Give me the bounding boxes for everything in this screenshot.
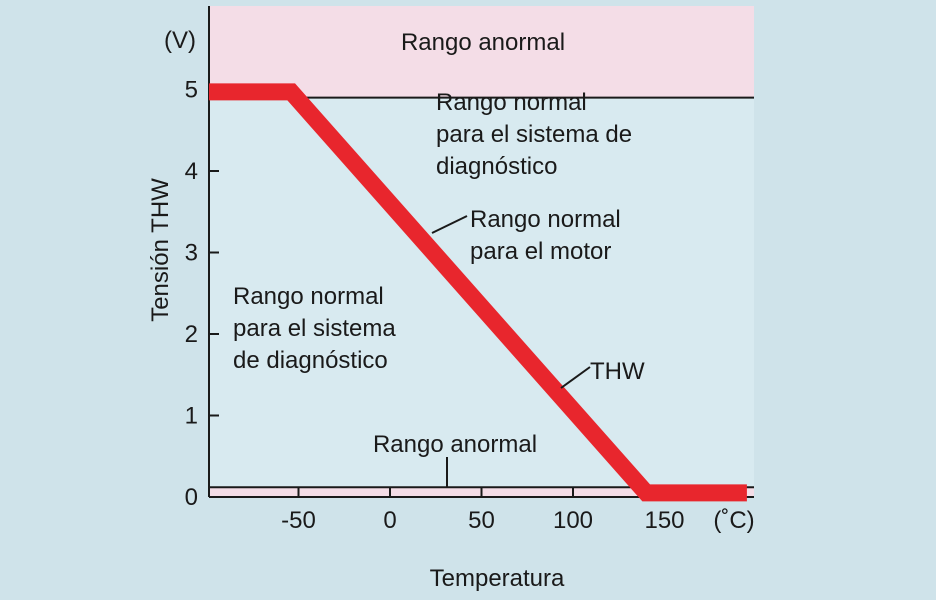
plot-backgrounds bbox=[209, 6, 754, 497]
x-tick-label: 100 bbox=[553, 507, 593, 534]
x-tick-label: 0 bbox=[383, 507, 396, 534]
y-tick-label: 0 bbox=[185, 484, 198, 511]
y-ticks: 0 1 2 3 4 5 bbox=[185, 77, 219, 511]
engine-range-leader bbox=[431, 215, 468, 234]
diag-range-left-label: Rango normal para el sistema de diagnóst… bbox=[233, 283, 402, 374]
leader-lines bbox=[431, 215, 591, 487]
x-tick-label: -50 bbox=[281, 507, 316, 534]
x-ticks: -50 0 50 100 150 bbox=[281, 487, 685, 534]
thw-curve bbox=[209, 83, 747, 502]
y-axis-title: Tensión THW bbox=[147, 178, 174, 322]
y-unit-label: (V) bbox=[164, 27, 196, 54]
y-tick-label: 2 bbox=[185, 321, 198, 348]
x-tick-label: 150 bbox=[644, 507, 684, 534]
thw-leader bbox=[560, 366, 591, 389]
upper-abnormal-band bbox=[209, 6, 754, 98]
lower-abnormal-label: Rango anormal bbox=[373, 431, 537, 458]
y-tick-label: 3 bbox=[185, 240, 198, 267]
y-tick-label: 4 bbox=[185, 158, 198, 185]
upper-abnormal-label: Rango anormal bbox=[401, 29, 565, 56]
engine-range-label: Rango normal para el motor bbox=[470, 206, 627, 265]
x-unit-label: (˚C) bbox=[713, 507, 754, 534]
x-axis-title: Temperatura bbox=[430, 565, 565, 592]
x-tick-label: 50 bbox=[468, 507, 495, 534]
y-tick-label: 5 bbox=[185, 77, 198, 104]
thw-series-label: THW bbox=[590, 358, 645, 385]
diag-range-right-label: Rango normal para el sistema de diagnóst… bbox=[436, 89, 639, 180]
y-tick-label: 1 bbox=[185, 403, 198, 430]
